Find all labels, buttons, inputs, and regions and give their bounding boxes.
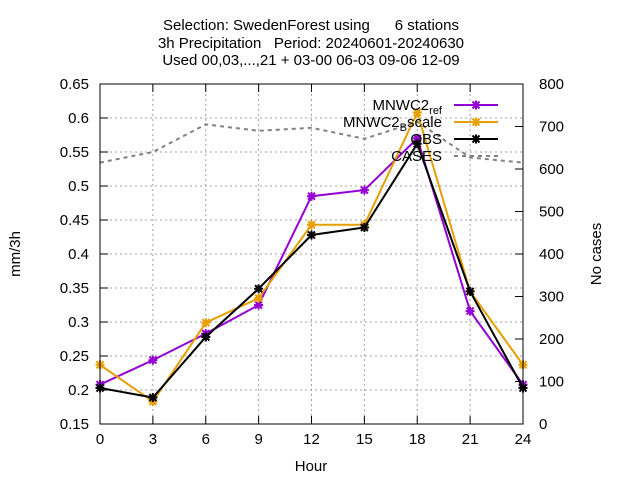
legend-label-main: MNWC2	[372, 97, 429, 114]
x-tick-label: 21	[462, 431, 479, 448]
point-marker	[201, 318, 211, 328]
legend-label: OBS	[410, 131, 442, 148]
legend-marker-mnwc2-ref	[471, 100, 481, 110]
x-tick-label: 9	[254, 431, 262, 448]
x-tick-label: 12	[303, 431, 320, 448]
x-axis: 0 3 6 9 12 15 18 21 24	[96, 84, 532, 448]
data-point-obs	[412, 139, 422, 149]
y2-tick-label: 600	[539, 161, 564, 178]
legend-label-rest: scale	[407, 114, 442, 131]
x-tick-label: 6	[202, 431, 210, 448]
cases-layer	[99, 120, 524, 164]
y2-tick-label: 800	[539, 76, 564, 93]
point-marker	[471, 100, 481, 110]
data-point-mnwc2-bscale	[412, 108, 422, 118]
data-point-mnwc2-ref	[254, 300, 264, 310]
legend-label: CASES	[391, 148, 442, 165]
point-marker	[254, 284, 264, 294]
point-marker	[412, 133, 422, 143]
x-tick-label: 15	[356, 431, 373, 448]
data-point-obs	[307, 230, 316, 240]
legend-label: MNWC2ref	[372, 97, 442, 117]
point-marker	[307, 191, 316, 201]
y-tick-label: 0.25	[60, 348, 89, 365]
point-marker	[465, 286, 475, 296]
data-point-obs	[254, 284, 264, 294]
point-marker	[254, 293, 264, 303]
y2-tick-label: 0	[539, 416, 547, 433]
point-marker	[359, 185, 369, 195]
title-line-1: Selection: SwedenForest using 6 stations	[163, 17, 459, 34]
data-point-mnwc2-ref	[412, 133, 422, 143]
grid	[100, 84, 523, 424]
y-tick-label: 0.35	[60, 280, 89, 297]
point-marker	[471, 117, 481, 127]
data-point-mnwc2-ref	[148, 355, 158, 365]
y-tick-label: 0.65	[60, 76, 89, 93]
point-marker	[148, 393, 158, 402]
y2-tick-label: 400	[539, 246, 564, 263]
title-line-3: Used 00,03,...,21 + 03-00 06-03 09-06 12…	[162, 52, 459, 69]
y-axis: 0.15 0.2 0.25 0.3 0.35 0.4 0.45 0.5 0.55 0.6 0.65	[60, 76, 108, 433]
data-point-obs	[359, 223, 369, 232]
y-tick-label: 0.15	[60, 416, 89, 433]
data-point-obs	[201, 332, 211, 342]
x-axis-label: Hour	[295, 458, 328, 475]
point-marker	[307, 220, 316, 230]
chart-title: Selection: SwedenForest using 6 stations…	[158, 17, 464, 69]
legend-marker-obs	[471, 134, 481, 144]
legend-label-sub: ref	[429, 105, 443, 117]
x-tick-label: 24	[515, 431, 532, 448]
y2-axis: 0 100 200 300 400 500 600 700 800	[515, 76, 564, 433]
y-tick-label: 0.6	[68, 110, 89, 127]
point-marker	[307, 230, 316, 240]
point-marker	[412, 139, 422, 149]
y-axis-label: mm/3h	[7, 231, 24, 277]
point-marker	[465, 306, 475, 316]
data-point-obs	[465, 286, 475, 296]
legend-label-main: MNWC2	[343, 114, 400, 131]
y-tick-label: 0.45	[60, 212, 89, 229]
legend-marker-mnwc2-bscale	[471, 117, 481, 127]
y2-tick-label: 700	[539, 119, 564, 136]
y2-tick-label: 500	[539, 204, 564, 221]
point-marker	[148, 355, 158, 365]
y2-tick-label: 300	[539, 289, 564, 306]
y-tick-label: 0.4	[68, 246, 89, 263]
y2-tick-label: 200	[539, 331, 564, 348]
series-line-cases	[99, 120, 524, 164]
data-point-mnwc2-bscale	[254, 293, 264, 303]
y-tick-label: 0.5	[68, 178, 89, 195]
y-tick-label: 0.55	[60, 144, 89, 161]
title-line-2: 3h Precipitation Period: 20240601-202406…	[158, 35, 464, 52]
data-point-mnwc2-ref	[307, 191, 316, 201]
point-marker	[412, 108, 422, 118]
data-point-mnwc2-ref	[465, 306, 475, 316]
y-tick-label: 0.2	[68, 382, 89, 399]
data-point-mnwc2-ref	[359, 185, 369, 195]
legend-label: MNWC2Bscale	[343, 114, 442, 134]
y2-axis-label: No cases	[588, 223, 605, 286]
x-tick-label: 0	[96, 431, 104, 448]
x-tick-label: 3	[149, 431, 157, 448]
point-marker	[471, 134, 481, 144]
data-point-mnwc2-bscale	[201, 318, 211, 328]
data-point-obs	[148, 393, 158, 402]
x-tick-label: 18	[409, 431, 426, 448]
y-tick-label: 0.3	[68, 314, 89, 331]
y2-tick-label: 100	[539, 374, 564, 391]
point-marker	[254, 300, 264, 310]
legend-label-sub: B	[400, 122, 407, 134]
point-marker	[359, 223, 369, 232]
data-point-mnwc2-bscale	[307, 220, 316, 230]
point-marker	[201, 332, 211, 342]
